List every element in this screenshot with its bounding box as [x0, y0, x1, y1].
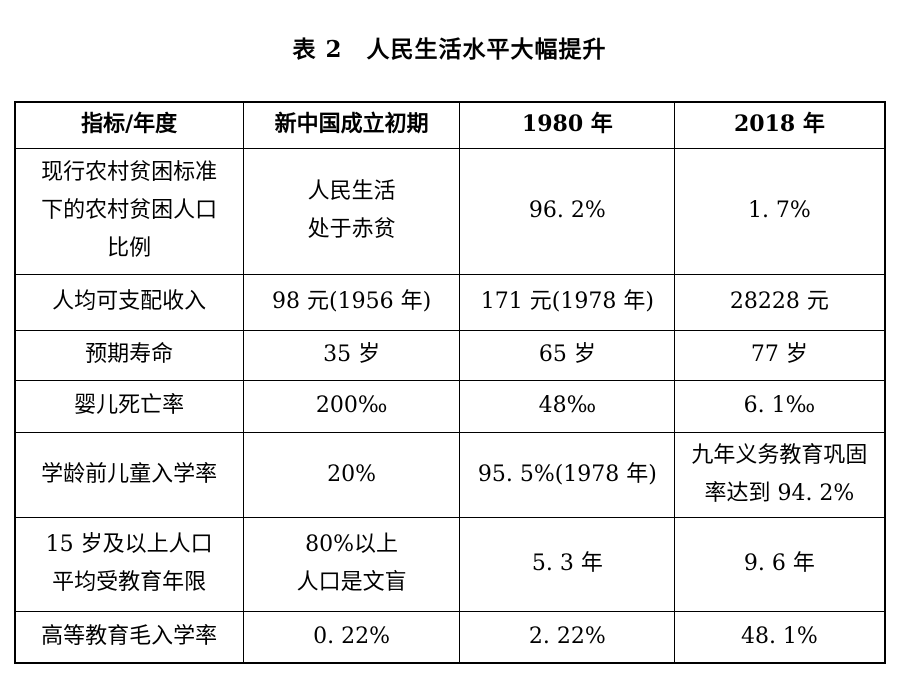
indicator-cell: 预期寿命	[14, 329, 244, 381]
value-cell: 1. 7%	[674, 147, 885, 275]
value-cell: 九年义务教育巩固 率达到 94. 2%	[674, 431, 885, 518]
value-cell: 96. 2%	[459, 147, 676, 275]
value-cell: 65 岁	[459, 329, 676, 381]
value-cell: 5. 3 年	[459, 516, 676, 612]
table-row-rural-poverty: 现行农村贫困标准 下的农村贫困人口 比例 人民生活 处于赤贫 96. 2% 1.…	[14, 147, 885, 275]
indicator-cell: 婴儿死亡率	[14, 379, 244, 433]
value-cell: 28228 元	[674, 273, 885, 331]
value-cell: 77 岁	[674, 329, 885, 381]
value-cell: 9. 6 年	[674, 516, 885, 612]
column-header-2018: 2018 年	[674, 101, 885, 149]
indicator-cell: 人均可支配收入	[14, 273, 244, 331]
header-row: 指标/年度 新中国成立初期 1980 年 2018 年	[14, 101, 885, 149]
value-cell: 6. 1‰	[674, 379, 885, 433]
indicator-cell: 学龄前儿童入学率	[14, 431, 244, 518]
indicator-cell: 15 岁及以上人口 平均受教育年限	[14, 516, 244, 612]
value-cell: 80%以上 人口是文盲	[242, 516, 461, 612]
value-cell: 171 元(1978 年)	[459, 273, 676, 331]
value-cell: 48‰	[459, 379, 676, 433]
indicator-cell: 高等教育毛入学率	[14, 610, 244, 664]
table-row-infant-mortality: 婴儿死亡率 200‰ 48‰ 6. 1‰	[14, 379, 885, 433]
indicator-cell: 现行农村贫困标准 下的农村贫困人口 比例	[14, 147, 244, 275]
value-cell: 95. 5%(1978 年)	[459, 431, 676, 518]
table-row-higher-education-enrollment: 高等教育毛入学率 0. 22% 2. 22% 48. 1%	[14, 610, 885, 664]
column-header-early-prc: 新中国成立初期	[242, 101, 461, 149]
table-caption: 表 2 人民生活水平大幅提升	[292, 36, 607, 63]
value-cell: 48. 1%	[674, 610, 885, 664]
value-cell: 20%	[242, 431, 461, 518]
value-cell: 2. 22%	[459, 610, 676, 664]
value-cell: 0. 22%	[242, 610, 461, 664]
value-cell: 人民生活 处于赤贫	[242, 147, 461, 275]
value-cell: 200‰	[242, 379, 461, 433]
table-row-life-expectancy: 预期寿命 35 岁 65 岁 77 岁	[14, 329, 885, 381]
table-row-disposable-income: 人均可支配收入 98 元(1956 年) 171 元(1978 年) 28228…	[14, 273, 885, 331]
column-header-1980: 1980 年	[459, 101, 676, 149]
table-row-years-of-schooling: 15 岁及以上人口 平均受教育年限 80%以上 人口是文盲 5. 3 年 9. …	[14, 516, 885, 612]
living-standards-table: 指标/年度 新中国成立初期 1980 年 2018 年 现行农村贫困标准 下的农…	[13, 101, 886, 664]
column-header-indicator: 指标/年度	[14, 101, 244, 149]
table-row-preschool-enrollment: 学龄前儿童入学率 20% 95. 5%(1978 年) 九年义务教育巩固 率达到…	[14, 431, 885, 518]
value-cell: 98 元(1956 年)	[242, 273, 461, 331]
value-cell: 35 岁	[242, 329, 461, 381]
